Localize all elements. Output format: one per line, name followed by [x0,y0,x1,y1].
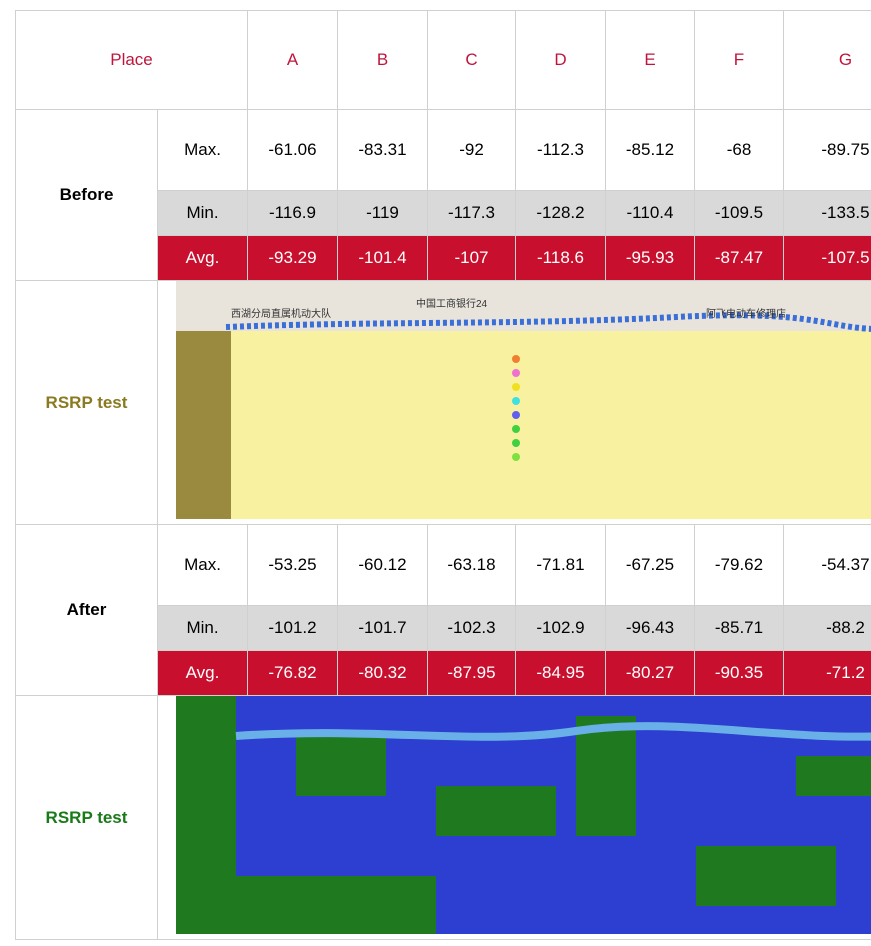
map-block [576,716,636,836]
stat-value: -92 [428,110,516,191]
stat-value: -107 [428,236,516,281]
column-header: C [428,11,516,110]
stat-label: Max. [158,525,248,606]
stat-value: -61.06 [248,110,338,191]
stat-value: -87.95 [428,651,516,696]
map-side [176,331,231,519]
stat-value: -84.95 [516,651,606,696]
stat-value: -88.2 [784,606,871,651]
map-cell: 西湖分局直属机动大队 中国工商银行24 阿飞电动车修理店 [158,281,871,525]
legend-dot [512,383,520,391]
stat-label: Min. [158,191,248,236]
stat-value: -89.75 [784,110,871,191]
stat-value: -71.2 [784,651,871,696]
column-header: A [248,11,338,110]
stat-value: -96.43 [606,606,695,651]
map-text: 西湖分局直属机动大队 [231,307,331,320]
legend-dot [512,355,520,363]
legend-dot [512,397,520,405]
stat-value: -117.3 [428,191,516,236]
legend-dot [512,453,520,461]
map-block [176,696,236,934]
map-block [236,876,436,934]
map-block [796,756,871,796]
stat-value: -90.35 [695,651,784,696]
column-header: B [338,11,428,110]
stat-value: -95.93 [606,236,695,281]
stat-value: -101.4 [338,236,428,281]
stat-value: -109.5 [695,191,784,236]
rsrp-map: 西湖分局直属机动大队 中国工商银行24 阿飞电动车修理店 [176,281,871,519]
stat-value: -87.47 [695,236,784,281]
map-label: RSRP test [16,696,158,940]
stat-label: Avg. [158,651,248,696]
stat-value: -79.62 [695,525,784,606]
legend-dot [512,369,520,377]
legend-dot [512,439,520,447]
stat-value: -110.4 [606,191,695,236]
stat-value: -112.3 [516,110,606,191]
map-text: 阿飞电动车修理店 [706,307,786,320]
map-label: RSRP test [16,281,158,525]
stat-label: Min. [158,606,248,651]
stat-label: Max. [158,110,248,191]
stat-value: -68 [695,110,784,191]
legend-dot [512,425,520,433]
stat-value: -85.12 [606,110,695,191]
stat-value: -80.27 [606,651,695,696]
stat-value: -53.25 [248,525,338,606]
column-header: G [784,11,871,110]
rsrp-map [176,696,871,934]
stat-value: -133.5 [784,191,871,236]
map-row: RSRP test [16,696,871,940]
stat-value: -71.81 [516,525,606,606]
stat-value: -85.71 [695,606,784,651]
stat-value: -101.2 [248,606,338,651]
column-header: E [606,11,695,110]
column-header: F [695,11,784,110]
stat-value: -128.2 [516,191,606,236]
stat-value: -102.9 [516,606,606,651]
stat-value: -67.25 [606,525,695,606]
stat-value: -116.9 [248,191,338,236]
stat-value: -80.32 [338,651,428,696]
stat-label: Avg. [158,236,248,281]
stat-value: -60.12 [338,525,428,606]
stat-value: -102.3 [428,606,516,651]
stat-value: -119 [338,191,428,236]
legend-dot [512,411,520,419]
stat-value: -63.18 [428,525,516,606]
map-block [696,846,836,906]
stat-value: -54.37 [784,525,871,606]
map-cell [158,696,871,940]
stat-value: -118.6 [516,236,606,281]
map-text: 中国工商银行24 [416,297,488,310]
stat-value: -76.82 [248,651,338,696]
map-block [296,736,386,796]
page: PlaceABCDEFGBeforeMax.-61.06-83.31-92-11… [0,0,871,946]
stat-value: -83.31 [338,110,428,191]
group-label: Before [16,110,158,281]
place-header: Place [16,11,248,110]
stat-value: -107.5 [784,236,871,281]
stat-value: -93.29 [248,236,338,281]
map-row: RSRP test 西湖分局直属机动大队 中国工商银行24 阿飞电动车修理店 [16,281,871,525]
stat-value: -101.7 [338,606,428,651]
group-label: After [16,525,158,696]
map-block [436,786,556,836]
column-header: D [516,11,606,110]
